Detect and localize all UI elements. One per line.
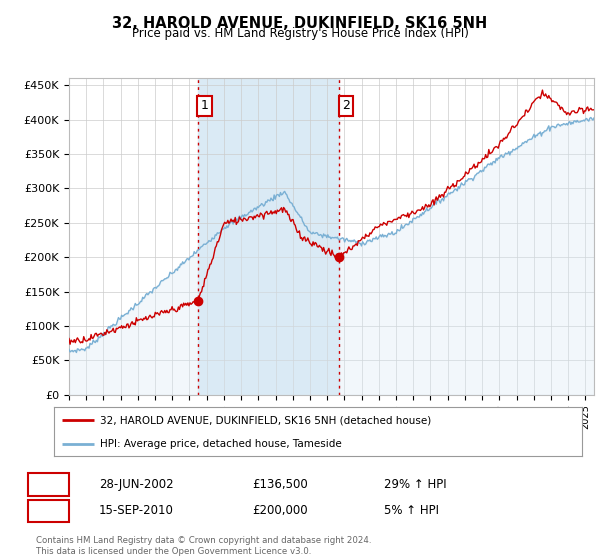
Text: 1: 1 xyxy=(200,100,208,113)
Text: Contains HM Land Registry data © Crown copyright and database right 2024.
This d: Contains HM Land Registry data © Crown c… xyxy=(36,536,371,556)
Text: Price paid vs. HM Land Registry's House Price Index (HPI): Price paid vs. HM Land Registry's House … xyxy=(131,27,469,40)
Text: 29% ↑ HPI: 29% ↑ HPI xyxy=(384,478,446,491)
Text: £200,000: £200,000 xyxy=(252,504,308,517)
Text: 2: 2 xyxy=(342,100,350,113)
Text: HPI: Average price, detached house, Tameside: HPI: Average price, detached house, Tame… xyxy=(100,439,342,449)
Bar xyxy=(198,78,340,395)
Text: £136,500: £136,500 xyxy=(252,478,308,491)
Text: 32, HAROLD AVENUE, DUKINFIELD, SK16 5NH (detached house): 32, HAROLD AVENUE, DUKINFIELD, SK16 5NH … xyxy=(100,416,432,426)
Text: 2: 2 xyxy=(44,504,52,517)
Text: 28-JUN-2002: 28-JUN-2002 xyxy=(99,478,173,491)
Text: 15-SEP-2010: 15-SEP-2010 xyxy=(99,504,174,517)
Text: 1: 1 xyxy=(44,478,52,491)
Text: 5% ↑ HPI: 5% ↑ HPI xyxy=(384,504,439,517)
Text: 32, HAROLD AVENUE, DUKINFIELD, SK16 5NH: 32, HAROLD AVENUE, DUKINFIELD, SK16 5NH xyxy=(112,16,488,31)
